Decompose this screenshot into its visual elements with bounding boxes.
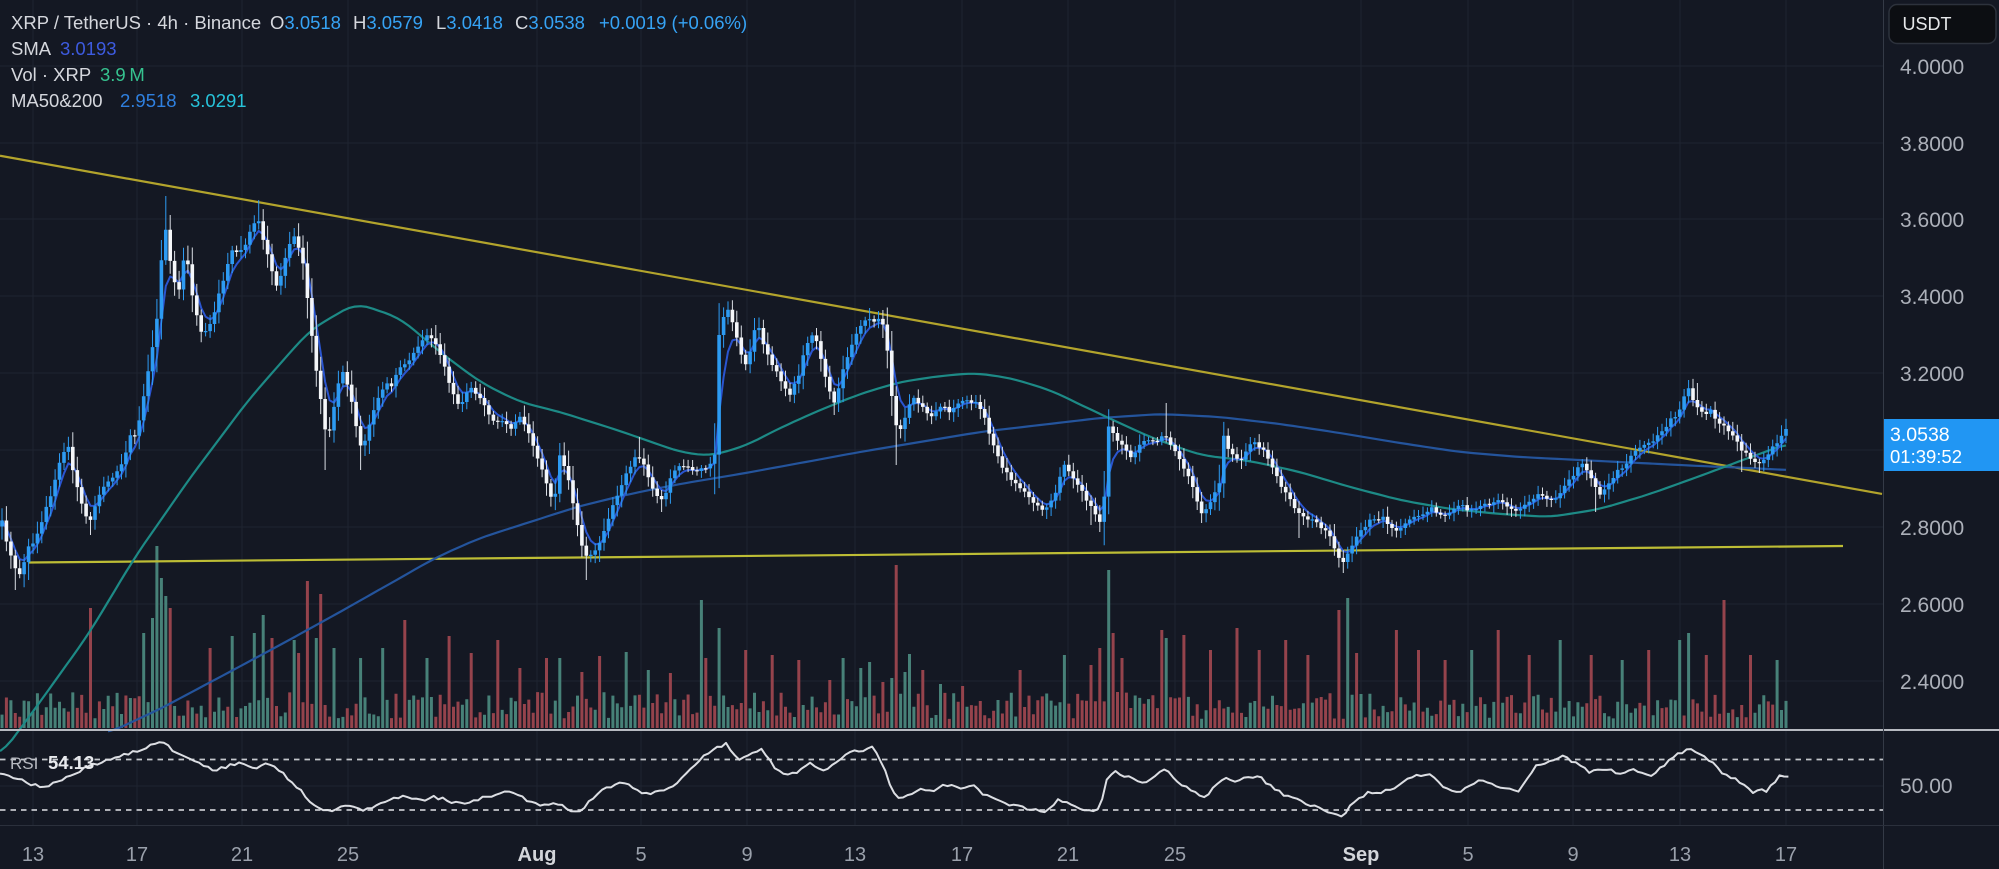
svg-text:2.9518: 2.9518 (120, 90, 177, 111)
svg-text:3.4000: 3.4000 (1900, 286, 1964, 309)
svg-text:17: 17 (126, 844, 148, 866)
svg-text:3.0291: 3.0291 (190, 90, 247, 111)
svg-text:13: 13 (22, 844, 44, 866)
svg-text:4.0000: 4.0000 (1900, 56, 1964, 79)
svg-text:SMA: SMA (11, 38, 52, 59)
svg-text:5: 5 (635, 844, 646, 866)
svg-text:5: 5 (1462, 844, 1473, 866)
svg-text:3.2000: 3.2000 (1900, 363, 1964, 386)
svg-text:+0.0019 (+0.06%): +0.0019 (+0.06%) (599, 12, 747, 33)
svg-text:XRP / TetherUS · 4h · Binance: XRP / TetherUS · 4h · Binance (11, 12, 261, 33)
svg-text:3.0193: 3.0193 (60, 38, 117, 59)
svg-text:Vol · XRP: Vol · XRP (11, 64, 91, 85)
svg-text:USDT: USDT (1903, 14, 1952, 34)
svg-text:2.8000: 2.8000 (1900, 517, 1964, 540)
svg-text:54.13: 54.13 (48, 752, 94, 773)
svg-text:Aug: Aug (518, 844, 557, 866)
svg-text:3.8000: 3.8000 (1900, 133, 1964, 156)
svg-text:13: 13 (844, 844, 866, 866)
svg-text:13: 13 (1669, 844, 1691, 866)
svg-text:21: 21 (1057, 844, 1079, 866)
svg-text:MA50&200: MA50&200 (11, 90, 103, 111)
svg-text:3.0538: 3.0538 (1890, 424, 1950, 446)
svg-text:L3.0418: L3.0418 (436, 12, 503, 33)
svg-text:50.00: 50.00 (1900, 775, 1953, 798)
svg-text:9: 9 (1567, 844, 1578, 866)
svg-text:21: 21 (231, 844, 253, 866)
svg-text:2.4000: 2.4000 (1900, 671, 1964, 694)
svg-text:25: 25 (1164, 844, 1186, 866)
svg-text:RSI: RSI (10, 754, 38, 773)
svg-text:H3.0579: H3.0579 (353, 12, 423, 33)
svg-text:Sep: Sep (1343, 844, 1380, 866)
svg-text:9: 9 (741, 844, 752, 866)
svg-text:01:39:52: 01:39:52 (1890, 446, 1962, 467)
svg-text:2.6000: 2.6000 (1900, 594, 1964, 617)
svg-text:17: 17 (951, 844, 973, 866)
svg-text:3.6000: 3.6000 (1900, 209, 1964, 232)
svg-text:O3.0518: O3.0518 (270, 12, 341, 33)
svg-text:17: 17 (1775, 844, 1797, 866)
svg-text:3.9 M: 3.9 M (100, 64, 145, 85)
svg-text:25: 25 (337, 844, 359, 866)
svg-text:C3.0538: C3.0538 (515, 12, 585, 33)
